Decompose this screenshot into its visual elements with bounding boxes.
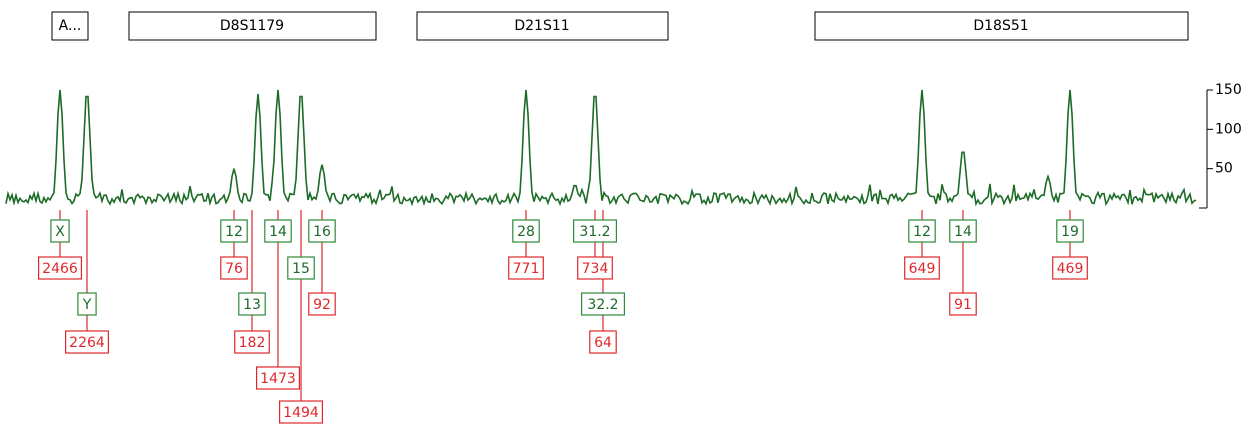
- allele-call-box[interactable]: 14: [264, 219, 292, 243]
- marker-label-amelogenin: A...: [59, 18, 82, 34]
- peak-height-box-text: 64: [594, 335, 612, 351]
- allele-call-box-text: 19: [1061, 224, 1079, 240]
- allele-call-box[interactable]: X: [50, 219, 70, 243]
- peak-height-box[interactable]: 2466: [37, 256, 82, 280]
- signal-trace: [5, 89, 1197, 207]
- peak-height-box[interactable]: 64: [589, 330, 617, 354]
- allele-call-box[interactable]: 32.2: [580, 292, 625, 316]
- peak-height-box[interactable]: 92: [308, 292, 336, 316]
- peak-height-box[interactable]: 1473: [256, 366, 301, 390]
- marker-box-d18s51[interactable]: D18S51: [814, 11, 1189, 41]
- allele-call-box-text: 16: [313, 224, 331, 240]
- peak-height-box-text: 734: [582, 261, 609, 277]
- peak-height-box-text: 649: [909, 261, 936, 277]
- allele-call-box[interactable]: 13: [238, 292, 266, 316]
- y-tick-label: 100: [1215, 121, 1242, 137]
- marker-box-amelogenin[interactable]: A...: [51, 11, 89, 41]
- allele-call-box-text: Y: [82, 297, 92, 313]
- peak-height-box[interactable]: 649: [904, 256, 940, 280]
- y-tick-label: 50: [1215, 161, 1233, 177]
- peak-height-box[interactable]: 2264: [64, 330, 109, 354]
- peak-height-box-text: 91: [954, 297, 972, 313]
- peak-height-box[interactable]: 734: [577, 256, 613, 280]
- peak-height-box[interactable]: 469: [1052, 256, 1088, 280]
- marker-box-d8s1179[interactable]: D8S1179: [128, 11, 377, 41]
- allele-call-box-text: 28: [517, 224, 535, 240]
- marker-header: A... D8S1179 D21S11 D18S51: [51, 11, 1189, 41]
- peak-height-box[interactable]: 91: [949, 292, 977, 316]
- allele-call-box-text: 12: [225, 224, 243, 240]
- allele-call-box[interactable]: 15: [287, 256, 315, 280]
- peak-height-box-text: 1494: [283, 405, 319, 421]
- allele-call-box[interactable]: 19: [1056, 219, 1084, 243]
- peak-height-box-text: 1473: [260, 371, 296, 387]
- allele-call-box[interactable]: 28: [512, 219, 540, 243]
- peak-height-box[interactable]: 182: [234, 330, 270, 354]
- allele-call-box-text: 14: [954, 224, 972, 240]
- peak-height-box-text: 2466: [42, 261, 78, 277]
- peak-height-box-text: 92: [313, 297, 331, 313]
- peak-height-box[interactable]: 1494: [279, 400, 324, 424]
- allele-call-box[interactable]: 12: [908, 219, 936, 243]
- marker-label-d8s1179: D8S1179: [220, 18, 284, 34]
- allele-call-box[interactable]: Y: [77, 292, 97, 316]
- allele-call-box-text: 32.2: [587, 297, 618, 313]
- allele-call-box-text: 13: [243, 297, 261, 313]
- marker-box-d21s11[interactable]: D21S11: [416, 11, 669, 41]
- allele-call-box-text: 12: [913, 224, 931, 240]
- allele-call-box[interactable]: 12: [220, 219, 248, 243]
- peak-height-box[interactable]: 76: [220, 256, 248, 280]
- peak-height-box-text: 76: [225, 261, 243, 277]
- allele-call-box-text: X: [55, 224, 65, 240]
- allele-call-box-text: 15: [292, 261, 310, 277]
- peak-height-box-text: 771: [513, 261, 540, 277]
- peak-height-box-text: 2264: [69, 335, 105, 351]
- y-axis: 50 100 150: [1199, 82, 1242, 209]
- allele-call-box-text: 14: [269, 224, 287, 240]
- marker-label-d21s11: D21S11: [514, 18, 569, 34]
- marker-label-d18s51: D18S51: [973, 18, 1028, 34]
- allele-call-box[interactable]: 16: [308, 219, 336, 243]
- peak-height-box[interactable]: 771: [508, 256, 544, 280]
- y-tick-label: 150: [1215, 82, 1242, 98]
- allele-label-layer: X 2466 Y 2264 12 76 13 182 14 1473 15 1494 16 92 28 771…: [37, 210, 1088, 424]
- allele-call-box[interactable]: 31.2: [572, 219, 617, 243]
- allele-call-box-text: 31.2: [579, 224, 610, 240]
- allele-call-box[interactable]: 14: [949, 219, 977, 243]
- peak-height-box-text: 182: [239, 335, 266, 351]
- peak-height-box-text: 469: [1057, 261, 1084, 277]
